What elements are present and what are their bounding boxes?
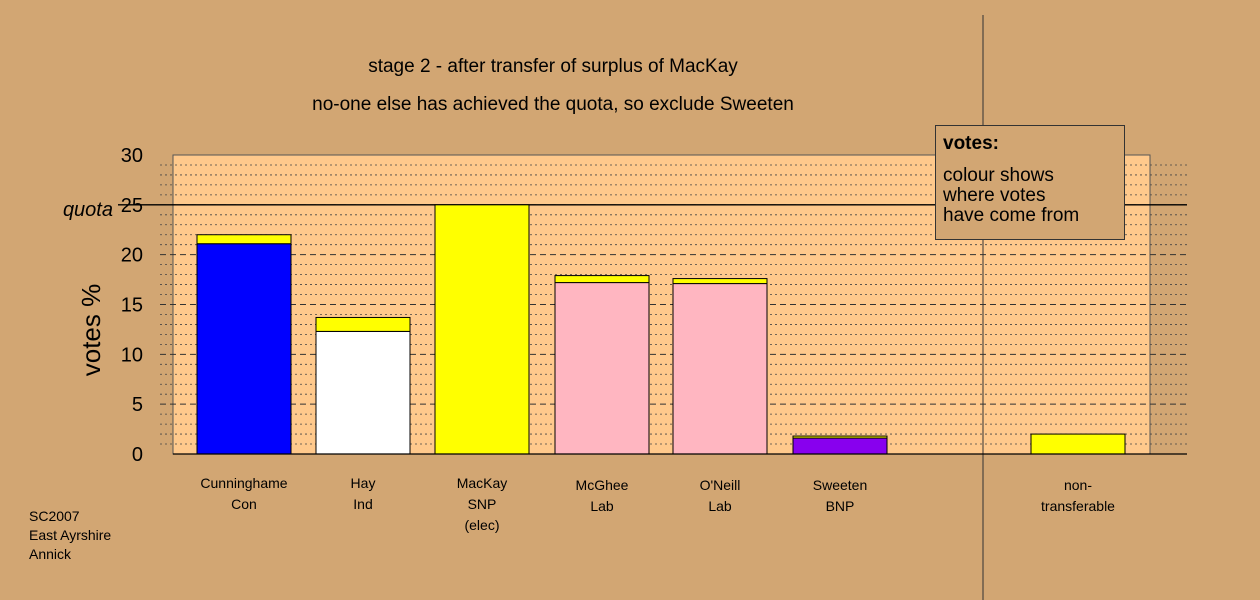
source-line: East Ayrshire: [29, 527, 112, 543]
bar-segment: [196, 243, 292, 455]
legend-line: colour shows: [943, 165, 1054, 186]
x-tick-label: Lab: [708, 498, 732, 514]
legend-box: votes: colour shows where votes have com…: [935, 125, 1125, 240]
x-tick-label: non-: [1064, 477, 1092, 493]
x-tick-label: Con: [231, 496, 257, 512]
y-axis-title: votes %: [76, 284, 106, 377]
y-tick-label: 25: [121, 195, 143, 217]
legend-title: votes:: [943, 133, 999, 154]
x-tick-label: McGhee: [576, 477, 629, 493]
chart-subtitle: no-one else has achieved the quota, so e…: [312, 94, 794, 115]
bar-segment: [554, 275, 650, 284]
x-tick-label: Ind: [353, 496, 372, 512]
x-tick-label: transferable: [1041, 498, 1115, 514]
y-tick-label: 30: [121, 145, 143, 167]
source-line: Annick: [29, 546, 72, 562]
x-tick-label: MacKay: [457, 475, 508, 491]
x-tick-label: Cunninghame: [200, 475, 287, 491]
legend-line: where votes: [943, 185, 1046, 206]
bar-segment: [792, 435, 888, 439]
y-tick-label: 10: [121, 344, 143, 366]
y-tick-label: 20: [121, 245, 143, 267]
bar-segment: [672, 278, 768, 285]
x-tick-label: Sweeten: [813, 477, 867, 493]
bar-segment: [434, 204, 530, 455]
quota-label: quota: [63, 199, 113, 221]
bar-segment: [554, 282, 650, 455]
legend-line: have come from: [943, 205, 1080, 226]
bar-segment: [315, 330, 411, 455]
x-tick-label: Lab: [590, 498, 614, 514]
x-tick-label: SNP: [468, 496, 497, 512]
x-axis-labels: Cunninghame Con Hay Ind MacKay SNP (elec) McGhe…: [200, 475, 1115, 533]
bar-segment: [792, 437, 888, 455]
source-line: SC2007: [29, 508, 80, 524]
bar-segment: [196, 234, 292, 245]
bars: [196, 204, 1126, 455]
x-tick-label: O'Neill: [700, 477, 741, 493]
bar-segment: [672, 283, 768, 455]
x-tick-label: BNP: [826, 498, 855, 514]
source-note: SC2007 East Ayrshire Annick: [29, 507, 111, 564]
y-axis: 0 5 10 15 20 25 30: [121, 145, 1187, 466]
y-tick-label: 0: [132, 444, 143, 466]
y-tick-label: 15: [121, 295, 143, 317]
x-tick-label: Hay: [351, 475, 376, 491]
chart-title: stage 2 - after transfer of surplus of M…: [368, 56, 738, 77]
x-tick-label: (elec): [464, 517, 499, 533]
bar-segment: [315, 316, 411, 332]
bar-segment: [1030, 433, 1126, 455]
y-tick-label: 5: [132, 394, 143, 416]
